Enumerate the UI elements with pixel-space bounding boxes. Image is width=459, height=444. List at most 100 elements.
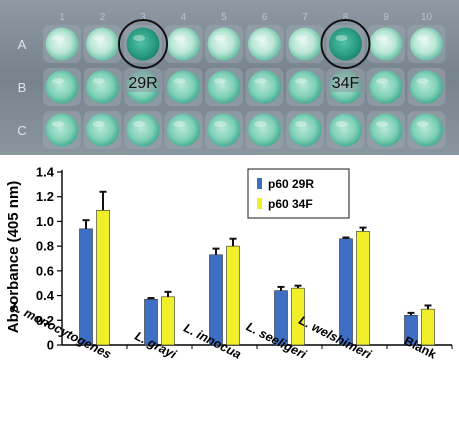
y-tick-label: 0 bbox=[47, 338, 54, 353]
plate-well bbox=[207, 113, 241, 147]
well-highlight bbox=[133, 121, 145, 127]
plate-well bbox=[167, 70, 200, 104]
column-number: 10 bbox=[421, 12, 433, 23]
y-tick-label: 0.8 bbox=[36, 239, 54, 254]
plate-well bbox=[248, 113, 281, 147]
column-number: 7 bbox=[302, 12, 308, 23]
well-highlight bbox=[214, 35, 226, 41]
y-tick-label: 1.4 bbox=[36, 165, 55, 180]
well-highlight bbox=[173, 78, 186, 84]
plate-well bbox=[45, 113, 79, 147]
legend: p60 29R p60 34F bbox=[247, 168, 350, 219]
y-tick-label: 1.0 bbox=[36, 214, 54, 229]
y-tick-label: 1.2 bbox=[36, 189, 54, 204]
well-highlight bbox=[335, 121, 348, 127]
well-highlight bbox=[173, 35, 186, 41]
well-highlight bbox=[376, 78, 388, 84]
y-tick-label: 0.4 bbox=[36, 288, 55, 303]
well-highlight bbox=[416, 35, 429, 41]
plate-well bbox=[126, 113, 160, 147]
plate-well bbox=[126, 27, 160, 61]
plate-well bbox=[167, 113, 200, 147]
well-annotation-34f: 34F bbox=[332, 75, 360, 92]
plate-column-numbers: 1 2 3 4 5 6 7 8 9 10 bbox=[59, 12, 432, 23]
plate-well bbox=[410, 113, 443, 147]
well-highlight bbox=[52, 35, 64, 41]
x-axis bbox=[62, 344, 453, 349]
plate-annotations: 29R 34F bbox=[118, 19, 371, 92]
row-letter: B bbox=[18, 80, 27, 95]
annotation-backdrop bbox=[119, 71, 167, 92]
well-circle-marker bbox=[118, 19, 168, 69]
plate-well bbox=[248, 70, 281, 104]
column-number: 1 bbox=[59, 12, 65, 23]
well-highlight bbox=[92, 35, 105, 41]
bar-p60-29r-l-innocua bbox=[209, 254, 223, 346]
plate-well bbox=[288, 27, 322, 61]
y-axis-title: Absorbance (405 nm) bbox=[5, 181, 22, 334]
well-highlight bbox=[376, 121, 388, 127]
plate-well bbox=[207, 70, 241, 104]
y-tick-label: 0.2 bbox=[36, 313, 54, 328]
bar-p60-34f-blank bbox=[421, 308, 435, 346]
column-number: 4 bbox=[181, 12, 187, 23]
column-number: 2 bbox=[100, 12, 106, 23]
well-highlight bbox=[295, 35, 307, 41]
well-circle-marker bbox=[320, 19, 371, 69]
y-tick-label: 0.6 bbox=[36, 263, 54, 278]
annotation-backdrop bbox=[321, 71, 370, 92]
well-highlight bbox=[52, 78, 64, 84]
well-highlight bbox=[92, 78, 105, 84]
plate-wells bbox=[43, 25, 446, 149]
plate-well bbox=[288, 70, 322, 104]
bar-p60-34f-l-grayi bbox=[161, 296, 175, 346]
bar-p60-29r-l-welshimeri bbox=[339, 238, 353, 346]
well-highlight bbox=[92, 121, 105, 127]
bar-p60-34f-l-seeligeri bbox=[291, 287, 305, 346]
microplate-photo: 1 2 3 4 5 6 7 8 9 10 A B C 29R 34F bbox=[0, 0, 459, 155]
column-number: 3 bbox=[140, 12, 146, 23]
row-letter: A bbox=[18, 37, 27, 52]
well-highlight bbox=[254, 35, 267, 41]
plate-well bbox=[86, 27, 119, 61]
bar-p60-34f-l-welshimeri bbox=[356, 231, 370, 346]
plate-well bbox=[45, 70, 79, 104]
plate-row-letters: A B C bbox=[17, 37, 26, 138]
well-highlight bbox=[214, 78, 226, 84]
plate-well bbox=[288, 113, 322, 147]
column-number: 9 bbox=[383, 12, 389, 23]
well-highlight bbox=[133, 35, 145, 41]
category-labels: L. monocytogenes L. grayi L. innocua L. see… bbox=[9, 299, 439, 362]
well-highlight bbox=[295, 78, 307, 84]
plate-well bbox=[369, 113, 403, 147]
column-number: 6 bbox=[262, 12, 268, 23]
plate-well bbox=[248, 27, 281, 61]
row-letter: C bbox=[17, 123, 26, 138]
plate-well bbox=[86, 113, 119, 147]
column-number: 8 bbox=[343, 12, 349, 23]
legend-label-p60-29r: p60 29R bbox=[268, 177, 314, 191]
bar-p60-29r-l-monocytogenes bbox=[79, 228, 93, 346]
y-axis: 0 0.2 0.4 0.6 0.8 1.0 1.2 1.4 bbox=[36, 165, 63, 353]
plate-well bbox=[86, 70, 119, 104]
plate-well bbox=[167, 27, 200, 61]
plate-well bbox=[329, 113, 362, 147]
legend-swatch-p60-34f bbox=[257, 198, 262, 209]
well-highlight bbox=[254, 78, 267, 84]
plate-well bbox=[410, 70, 443, 104]
bar-p60-34f-l-innocua bbox=[226, 245, 240, 346]
well-highlight bbox=[416, 121, 429, 127]
well-highlight bbox=[254, 121, 267, 127]
legend-swatch-p60-29r bbox=[257, 178, 262, 189]
legend-label-p60-34f: p60 34F bbox=[268, 197, 313, 211]
well-highlight bbox=[416, 78, 429, 84]
bars bbox=[79, 190, 435, 346]
bar-p60-34f-l-monocytogenes bbox=[96, 210, 110, 346]
plate-well bbox=[369, 70, 403, 104]
well-highlight bbox=[295, 121, 307, 127]
well-highlight bbox=[376, 35, 388, 41]
plate-well bbox=[329, 27, 362, 61]
plate-well bbox=[369, 27, 403, 61]
plate-well bbox=[45, 27, 79, 61]
well-highlight bbox=[173, 121, 186, 127]
